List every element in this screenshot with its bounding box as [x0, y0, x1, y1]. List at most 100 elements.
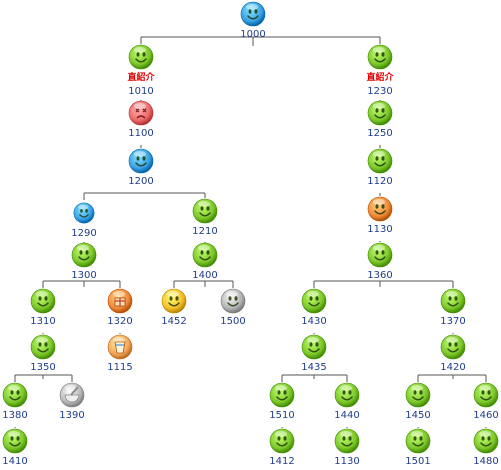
node-id-label: 1120: [367, 176, 393, 187]
direct-referral-tag: 直紹介: [127, 73, 155, 83]
mortar-gray-icon: [59, 382, 85, 408]
node-id-label: 1100: [128, 128, 154, 139]
smiley-gray-icon: [220, 288, 246, 314]
tree-node[interactable]: 直紹介 1230: [350, 44, 410, 98]
node-id-label: 1360: [367, 270, 393, 281]
smiley-green-icon: [334, 382, 360, 408]
node-id-label: 1440: [334, 410, 360, 421]
smiley-green-icon: [367, 44, 393, 70]
smiley-green-icon: [269, 382, 295, 408]
tree-node[interactable]: 1510: [252, 382, 312, 436]
node-id-label: 1290: [71, 228, 97, 239]
smiley-orange-icon: [367, 196, 393, 222]
smiley-green-icon: [440, 334, 466, 360]
node-id-label: 1420: [440, 362, 466, 373]
node-id-label: 1230: [367, 86, 393, 97]
smiley-green-icon: [440, 288, 466, 314]
node-id-label: 1430: [301, 316, 327, 327]
smiley-green-icon: [128, 44, 154, 70]
node-id-label: 1510: [269, 410, 295, 421]
drink-orange-icon: [107, 334, 133, 360]
node-id-label: 1300: [71, 270, 97, 281]
smiley-green-icon: [301, 334, 327, 360]
smiley-green-icon: [30, 334, 56, 360]
tree-node[interactable]: 1290: [54, 200, 114, 254]
tree-node[interactable]: 1430: [284, 288, 344, 342]
node-id-label: 1400: [192, 270, 218, 281]
node-id-label: 1412: [269, 456, 295, 467]
smiley-green-icon: [367, 148, 393, 174]
smiley-blue-icon: [128, 148, 154, 174]
node-id-label: 1350: [30, 362, 56, 373]
node-id-label: 1450: [405, 410, 431, 421]
smiley-yellow-icon: [161, 288, 187, 314]
tree-node[interactable]: 1440: [317, 382, 377, 436]
node-id-label: 1500: [220, 316, 246, 327]
tree-node[interactable]: 1350: [13, 334, 73, 388]
tree-node[interactable]: 直紹介 1010: [111, 44, 171, 98]
tree-node[interactable]: 1390: [42, 382, 102, 436]
node-id-label: 1320: [107, 316, 133, 327]
smiley-green-icon: [30, 288, 56, 314]
tree-node[interactable]: 1460: [456, 382, 501, 436]
node-id-label: 1115: [107, 362, 133, 373]
node-id-label: 1370: [440, 316, 466, 327]
tree-node[interactable]: 1501: [388, 428, 448, 470]
tree-node[interactable]: 1412: [252, 428, 312, 470]
tree-node[interactable]: 1420: [423, 334, 483, 388]
smiley-green-icon: [269, 428, 295, 454]
tree-node[interactable]: 1400: [175, 242, 235, 296]
node-id-label: 1130: [367, 224, 393, 235]
smiley-blue-icon: [73, 202, 95, 224]
smiley-green-icon: [367, 242, 393, 268]
tree-node[interactable]: 1410: [0, 428, 45, 470]
node-id-label: 1390: [59, 410, 85, 421]
node-id-label: 1250: [367, 128, 393, 139]
smiley-green-icon: [405, 382, 431, 408]
tree-node[interactable]: 1370: [423, 288, 483, 342]
node-id-label: 1200: [128, 176, 154, 187]
smiley-green-icon: [405, 428, 431, 454]
tree-node[interactable]: 1452: [144, 288, 204, 342]
smiley-green-icon: [2, 382, 28, 408]
node-id-label: 1310: [30, 316, 56, 327]
node-id-label: 1000: [240, 29, 266, 40]
tree-node[interactable]: 1320: [90, 288, 150, 342]
tree-node[interactable]: 1000: [223, 1, 283, 55]
node-id-label: 1501: [405, 456, 431, 467]
direct-referral-tag: 直紹介: [366, 73, 394, 83]
tree-node[interactable]: 1500: [203, 288, 263, 342]
tree-node[interactable]: 1360: [350, 242, 410, 296]
tree-node[interactable]: 1250: [350, 100, 410, 154]
tree-node[interactable]: 1435: [284, 334, 344, 388]
tree-node[interactable]: 1130: [350, 196, 410, 250]
gift-orange-icon: [107, 288, 133, 314]
tree-node[interactable]: 1380: [0, 382, 45, 436]
tree-node[interactable]: 1480: [456, 428, 501, 470]
node-id-label: 1480: [473, 456, 499, 467]
tree-node[interactable]: 1210: [175, 198, 235, 252]
node-id-label: 1452: [161, 316, 187, 327]
tree-node[interactable]: 1300: [54, 242, 114, 296]
node-id-label: 1380: [2, 410, 28, 421]
node-id-label: 1410: [2, 456, 28, 467]
node-id-label: 1010: [128, 86, 154, 97]
tree-node[interactable]: 1200: [111, 148, 171, 202]
smiley-green-icon: [473, 382, 499, 408]
tree-node[interactable]: 1100: [111, 100, 171, 154]
tree-node[interactable]: 1310: [13, 288, 73, 342]
smiley-dead-red-icon: [128, 100, 154, 126]
node-id-label: 1460: [473, 410, 499, 421]
node-id-label: 1210: [192, 226, 218, 237]
smiley-green-icon: [192, 198, 218, 224]
tree-node[interactable]: 1130: [317, 428, 377, 470]
smiley-green-icon: [367, 100, 393, 126]
node-id-label: 1435: [301, 362, 327, 373]
smiley-green-icon: [192, 242, 218, 268]
tree-node[interactable]: 1120: [350, 148, 410, 202]
smiley-green-icon: [473, 428, 499, 454]
tree-node[interactable]: 1115: [90, 334, 150, 388]
tree-node[interactable]: 1450: [388, 382, 448, 436]
